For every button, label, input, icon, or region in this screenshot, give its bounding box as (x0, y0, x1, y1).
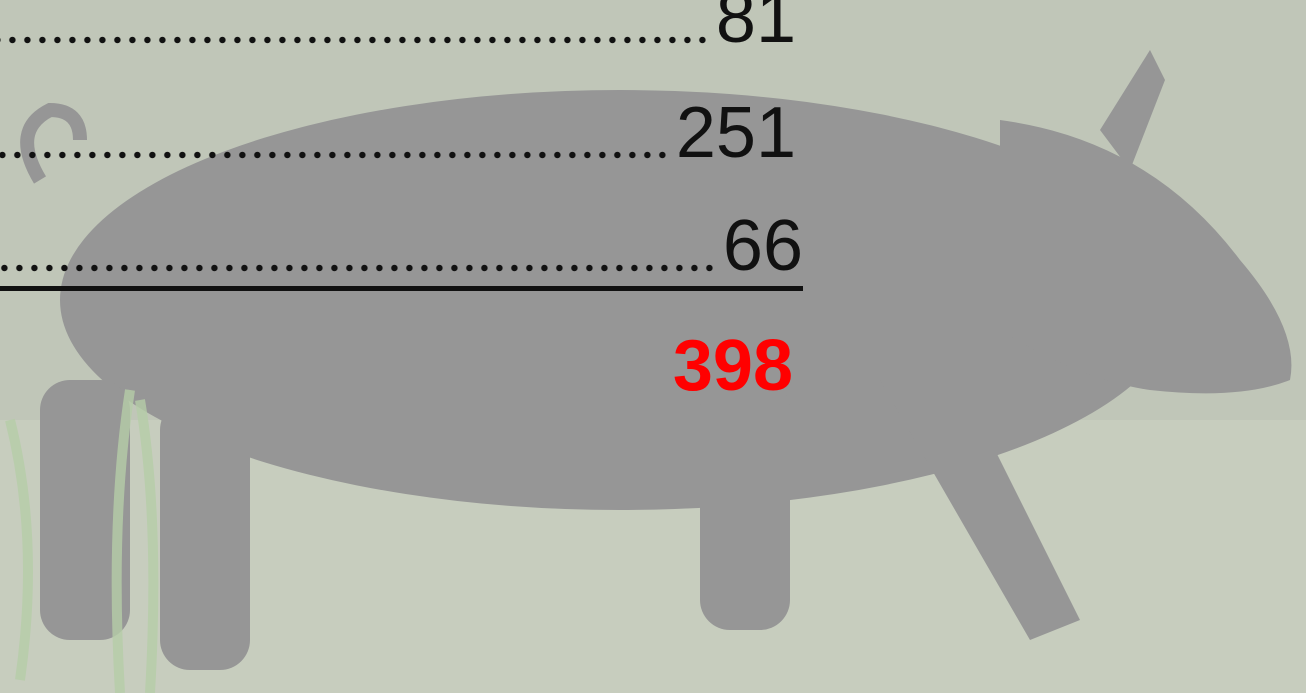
row-value: 81 (716, 0, 796, 58)
total-value: 398 (673, 322, 793, 410)
row: 81 (0, 0, 796, 58)
dot-leader (0, 151, 670, 159)
row-value: 66 (723, 206, 803, 286)
dot-leader (0, 264, 717, 272)
row: 66 (0, 206, 803, 291)
row: 251 (0, 93, 796, 173)
row-value: 251 (676, 93, 796, 173)
slide: 81 251 66 398 (() => { const data = JSON… (0, 0, 1306, 693)
dot-leader (0, 36, 710, 44)
